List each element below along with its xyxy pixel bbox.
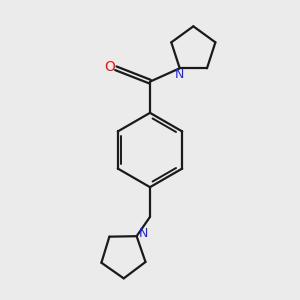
Text: N: N [139, 227, 148, 240]
Text: N: N [175, 68, 184, 81]
Text: O: O [104, 60, 115, 74]
